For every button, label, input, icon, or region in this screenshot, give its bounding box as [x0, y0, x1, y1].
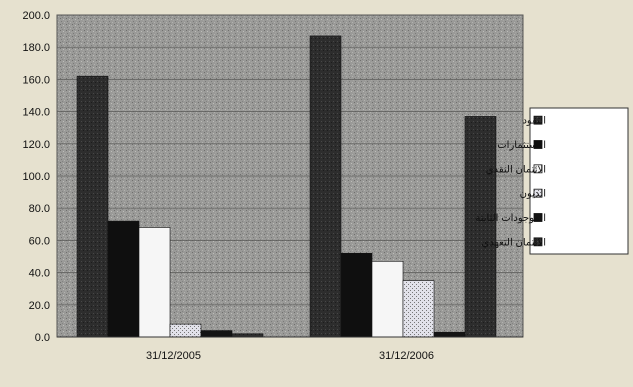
- y-tick-label: 180.0: [22, 42, 50, 54]
- x-category-label: 31/12/2005: [146, 350, 201, 362]
- y-tick-label: 200.0: [22, 10, 50, 22]
- legend-swatch: [533, 140, 543, 149]
- bar-series-5-category-1: [200, 330, 233, 338]
- legend: النقود الاستثمارات الائتمان النقدي الديون ال…: [475, 107, 629, 255]
- y-axis-tick-labels: 0.0 20.0 40.0 60.0 80.0 100.0 120.0 140.0 160.0 1…: [22, 10, 50, 344]
- bar-series-5-category-2: [433, 331, 466, 338]
- legend-swatch: [533, 213, 543, 222]
- gridlines: [57, 14, 523, 306]
- y-tick-label: 0.0: [35, 332, 50, 344]
- legend-label: الائتمان التعهدي: [481, 237, 546, 248]
- bar-series-3-category-1: [138, 227, 171, 338]
- legend-swatch: [533, 115, 543, 125]
- legend-label: الديون: [520, 189, 546, 200]
- y-tick-label: 60.0: [29, 235, 50, 247]
- bar-series-1-category-1: [76, 75, 109, 338]
- bars: [57, 35, 523, 338]
- y-tick-label: 40.0: [29, 268, 50, 280]
- y-tick-label: 20.0: [29, 300, 50, 312]
- legend-box: [529, 107, 629, 255]
- bar-series-4-category-2: [402, 280, 435, 338]
- bar-series-4-category-1: [169, 323, 202, 338]
- legend-swatch: [533, 188, 543, 198]
- legend-swatch: [533, 237, 543, 247]
- y-tick-label: 100.0: [22, 171, 50, 183]
- legend-label: الاستثمارات: [497, 140, 546, 151]
- bar-series-6-category-2: [464, 116, 497, 338]
- x-category-label: 31/12/2006: [379, 350, 434, 362]
- y-tick-label: 160.0: [22, 74, 50, 86]
- bar-series-2-category-2: [340, 252, 373, 338]
- legend-label: النقود: [522, 116, 546, 127]
- bar-series-2-category-1: [107, 220, 140, 338]
- legend-swatch: [533, 164, 543, 174]
- y-tick-label: 80.0: [29, 203, 50, 215]
- y-tick-label: 140.0: [22, 107, 50, 119]
- y-tick-label: 120.0: [22, 139, 50, 151]
- bar-series-3-category-2: [371, 261, 404, 338]
- legend-label: الائتمان النقدي: [486, 164, 546, 175]
- bar-series-1-category-2: [309, 35, 342, 338]
- legend-label: الموجودات الثابتة: [475, 213, 546, 224]
- x-axis-category-labels: 31/12/2005 31/12/2006: [146, 350, 434, 362]
